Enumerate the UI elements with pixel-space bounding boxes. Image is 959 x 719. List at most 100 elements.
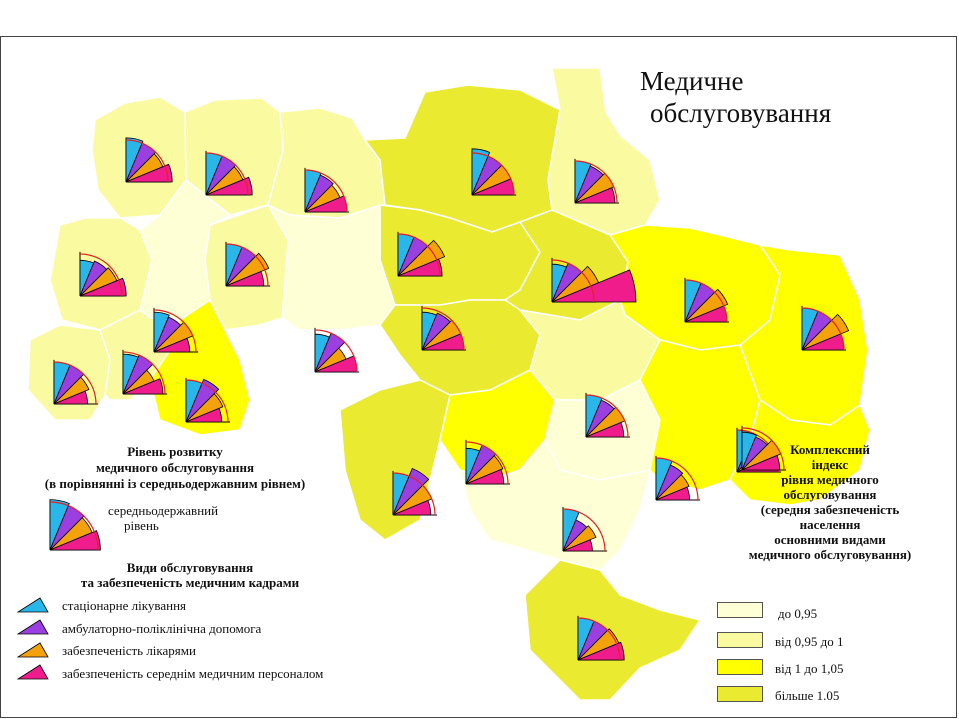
- glyph-kirovohrad-average-arc: [465, 441, 509, 485]
- glyph-khmelnytskyi-average-arc: [225, 243, 269, 287]
- glyph-chernihiv-nurses-sector: [574, 187, 616, 204]
- glyph-layer: [53, 137, 850, 661]
- glyph-khmelnytskyi-doctors-sector: [225, 252, 270, 287]
- glyph-volyn: [125, 137, 173, 183]
- glyph-odesa: [392, 467, 438, 516]
- average-level-label-2: рівень: [124, 518, 159, 533]
- glyph-zakarpattia-average-arc: [53, 361, 97, 405]
- glyph-odesa-outpatient-sector: [392, 467, 430, 516]
- region-odesa: [339, 379, 451, 541]
- glyph-ivano-frankivsk-nurses-sector: [122, 378, 164, 395]
- glyph-lviv-nurses-sector: [79, 277, 127, 297]
- glyph-zaporizhzhia-nurses-sector: [655, 486, 691, 501]
- glyph-ternopil: [153, 307, 199, 353]
- development-legend-heading-1: Рівень розвитку: [127, 444, 223, 459]
- glyph-chernivtsi-outpatient-sector: [185, 378, 220, 423]
- glyph-ternopil-nurses-sector: [153, 337, 191, 353]
- glyph-kyiv-doctors-sector: [397, 239, 446, 277]
- glyph-luhansk-doctors-sector: [801, 313, 850, 351]
- glyph-zakarpattia: [53, 359, 99, 405]
- glyph-mykolaiv-kherson-doctors-sector: [562, 525, 597, 552]
- service-type-label-doctors: забезпеченість лікарями: [62, 643, 196, 658]
- glyph-rivne-average-arc: [205, 152, 249, 196]
- glyph-donetsk-east-nurses-sector: [741, 455, 781, 471]
- index-class-label-2: від 0,95 до 1: [775, 634, 844, 649]
- index-class-label-4: більше 1.05: [775, 688, 840, 703]
- map-title-line-2: обслуговування: [650, 98, 832, 128]
- glyph-poltava-nurses-sector: [551, 269, 637, 303]
- service-type-label-outpatient: амбулаторно-поліклінічна допомога: [62, 621, 262, 636]
- legend-sample-glyph-average-arc: [49, 501, 99, 551]
- glyph-crimea-nurses-sector: [577, 641, 625, 661]
- service-types-heading-2: та забезпеченість медичним кадрами: [80, 575, 300, 590]
- service-types-heading-1: Види обслуговування: [126, 560, 254, 575]
- complex-index-heading-1: Комплексний: [790, 442, 870, 457]
- index-class-swatch-3: [717, 659, 763, 675]
- service-type-swatch-nurses: [16, 664, 49, 680]
- glyph-kirovohrad-nurses-sector: [465, 469, 505, 485]
- glyph-donetsk-east: [741, 425, 787, 471]
- glyph-chernivtsi-doctors-sector: [185, 393, 224, 423]
- average-level-label-1: середньодержавний: [108, 503, 219, 518]
- region-donetsk-east: [729, 398, 871, 506]
- glyph-donetsk-east-average-arc: [741, 427, 785, 471]
- glyph-dnipropetrovsk-nurses-sector: [585, 422, 625, 438]
- development-legend-heading-3: (в порівнянні із середньодержавним рівне…: [44, 476, 306, 491]
- development-legend-heading-2: медичного обслуговування: [95, 460, 255, 475]
- glyph-volyn-average-arc: [125, 139, 169, 183]
- index-class-swatch-2: [717, 632, 763, 648]
- glyph-zaporizhzhia-average-arc: [655, 457, 699, 501]
- glyph-ternopil-average-arc: [153, 309, 197, 353]
- glyph-crimea: [577, 615, 625, 661]
- glyph-vinnytsia-average-arc: [314, 329, 358, 373]
- legend-sample-glyph-nurses-sector: [49, 530, 101, 551]
- legend-sample-glyph: [49, 499, 101, 551]
- glyph-luhansk: [801, 305, 850, 351]
- complex-index-heading-5: (середня забезпеченість: [760, 502, 900, 517]
- glyph-kharkiv: [684, 277, 730, 323]
- glyph-kyiv-city: [471, 148, 517, 196]
- complex-index-heading-3: рівня медичного: [781, 472, 879, 487]
- glyph-cherkasy-average-arc: [421, 307, 465, 351]
- map-frame: [0, 36, 957, 718]
- complex-index-heading-4: обслуговування: [783, 487, 877, 502]
- glyph-zakarpattia-doctors-sector: [53, 376, 90, 405]
- glyph-poltava: [551, 257, 637, 303]
- glyph-chernivtsi: [185, 377, 231, 423]
- glyph-khmelnytskyi-nurses-sector: [225, 271, 265, 287]
- glyph-kharkiv-doctors-sector: [684, 288, 729, 323]
- glyph-kyiv-nurses-sector: [397, 258, 443, 277]
- region-ternopil: [139, 178, 232, 321]
- complex-index-heading-6: населення: [799, 517, 861, 532]
- glyph-odesa-nurses-sector: [392, 500, 432, 516]
- region-vinnytsia: [266, 203, 396, 331]
- service-type-swatch-inpatient: [16, 597, 49, 613]
- glyph-kyiv-city-average-arc: [471, 152, 515, 196]
- glyph-chernihiv-average-arc: [574, 160, 618, 204]
- glyph-zhytomyr: [304, 167, 350, 213]
- glyph-rivne: [205, 150, 253, 196]
- glyph-mykolaiv-kherson: [562, 506, 608, 552]
- glyph-odesa-average-arc: [392, 472, 436, 516]
- legend-layer: [16, 499, 101, 680]
- glyph-dnipropetrovsk-average-arc: [585, 394, 629, 438]
- glyph-rivne-nurses-sector: [205, 176, 253, 196]
- glyph-chernihiv: [574, 158, 620, 204]
- service-type-swatch-doctors: [16, 642, 49, 658]
- glyph-zaporizhzhia-doctors-sector: [655, 474, 690, 501]
- glyph-kharkiv-average-arc: [684, 279, 728, 323]
- glyph-vinnytsia: [314, 327, 360, 373]
- glyph-mykolaiv-kherson-nurses-sector: [562, 539, 593, 552]
- glyph-khmelnytskyi: [225, 241, 271, 287]
- glyph-luhansk-average-arc: [801, 307, 845, 351]
- glyph-chernivtsi-nurses-sector: [185, 407, 223, 423]
- map-title-line-1: Медичне: [640, 66, 744, 96]
- glyph-kyiv: [397, 231, 446, 277]
- region-crimea: [524, 559, 702, 701]
- glyph-kirovohrad-doctors-sector: [465, 455, 504, 485]
- glyph-lviv: [79, 251, 127, 297]
- service-type-label-inpatient: стаціонарне лікування: [62, 598, 187, 613]
- glyph-mykolaiv-kherson-average-arc: [562, 508, 606, 552]
- glyph-zhytomyr-average-arc: [304, 169, 348, 213]
